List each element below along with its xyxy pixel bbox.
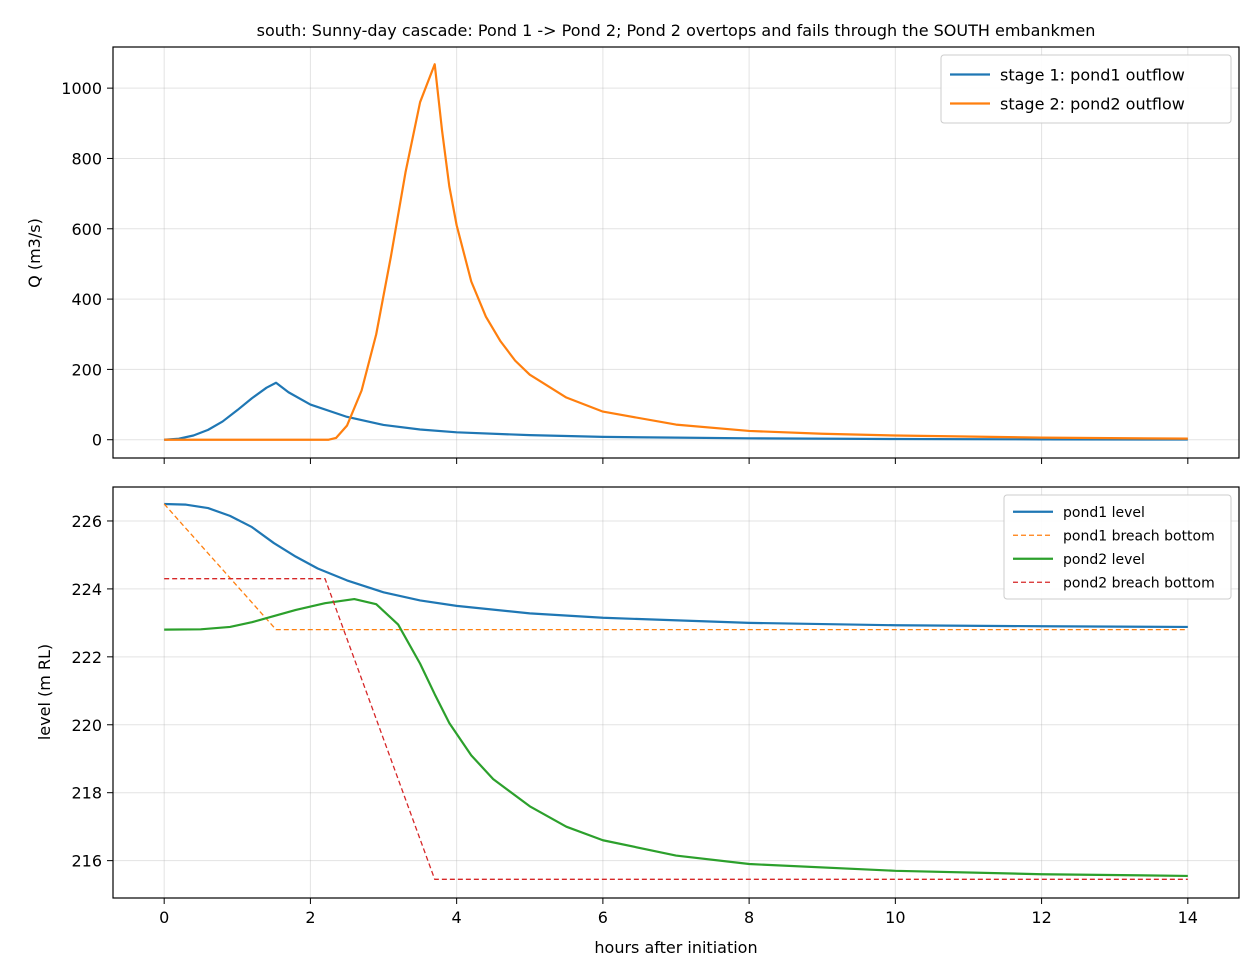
level-ticks: 0 2 4 6 8 10 12 14 216 218 220 222 224 226 <box>71 512 1198 927</box>
series-line-level-1 <box>163 503 1188 631</box>
outflow-y-tick-label: 400 <box>71 290 102 309</box>
level-x-tick-label: 0 <box>159 908 169 927</box>
outflow-lines <box>164 63 1188 441</box>
series-line-level-3 <box>164 578 1188 880</box>
outflow-axes-frame <box>112 46 1240 459</box>
outflow-legend: stage 1: pond1 outflow stage 2: pond2 out… <box>940 54 1232 124</box>
outflow-legend-label: stage 2: pond2 outflow <box>1000 94 1185 113</box>
outflow-panel: 0 200 400 600 800 1000 Q (m3/s) stage 1: pond… <box>25 46 1240 464</box>
level-x-tick-label: 10 <box>885 908 905 927</box>
level-axes-frame <box>112 486 1240 899</box>
level-y-tick-label: 216 <box>71 852 102 871</box>
level-legend-box <box>1003 494 1232 600</box>
level-legend: pond1 level pond1 breach bottom pond2 leve… <box>1003 494 1232 600</box>
level-legend-label: pond1 level <box>1063 505 1145 521</box>
outflow-y-tick-label: 800 <box>71 149 102 168</box>
level-x-tick-label: 6 <box>598 908 608 927</box>
level-legend-label: pond2 level <box>1063 552 1145 568</box>
level-x-tick-label: 8 <box>744 908 754 927</box>
level-y-axis-label: level (m RL) <box>35 644 54 740</box>
level-x-tick-label: 12 <box>1031 908 1051 927</box>
outflow-y-tick-label: 200 <box>71 360 102 379</box>
figure-title: south: Sunny-day cascade: Pond 1 -> Pond… <box>257 21 1096 40</box>
level-x-tick-label: 2 <box>305 908 315 927</box>
level-panel: 0 2 4 6 8 10 12 14 216 218 220 222 224 226 level (m R… <box>35 486 1240 927</box>
outflow-y-tick-label: 1000 <box>61 79 102 98</box>
level-y-tick-label: 224 <box>71 580 102 599</box>
series-line-outflow-1 <box>164 63 1188 441</box>
level-lines <box>163 502 1188 880</box>
level-x-tick-label: 14 <box>1178 908 1198 927</box>
level-y-tick-label: 222 <box>71 648 102 667</box>
level-legend-label: pond1 breach bottom <box>1063 528 1215 544</box>
series-line-level-2 <box>164 597 1188 878</box>
outflow-legend-box <box>940 54 1232 124</box>
outflow-y-tick-label: 0 <box>92 431 102 450</box>
x-axis-label: hours after initiation <box>594 938 757 957</box>
outflow-ticks: 0 200 400 600 800 1000 <box>61 79 1189 464</box>
level-grid <box>113 487 1239 898</box>
series-line-level-0 <box>164 502 1188 629</box>
level-legend-label: pond2 breach bottom <box>1063 575 1215 591</box>
outflow-y-axis-label: Q (m3/s) <box>25 218 44 288</box>
series-line-outflow-0 <box>164 381 1188 441</box>
level-y-tick-label: 226 <box>71 512 102 531</box>
level-x-tick-label: 4 <box>452 908 462 927</box>
outflow-y-tick-label: 600 <box>71 220 102 239</box>
level-y-tick-label: 218 <box>71 784 102 803</box>
level-y-tick-label: 220 <box>71 716 102 735</box>
outflow-legend-label: stage 1: pond1 outflow <box>1000 65 1185 84</box>
